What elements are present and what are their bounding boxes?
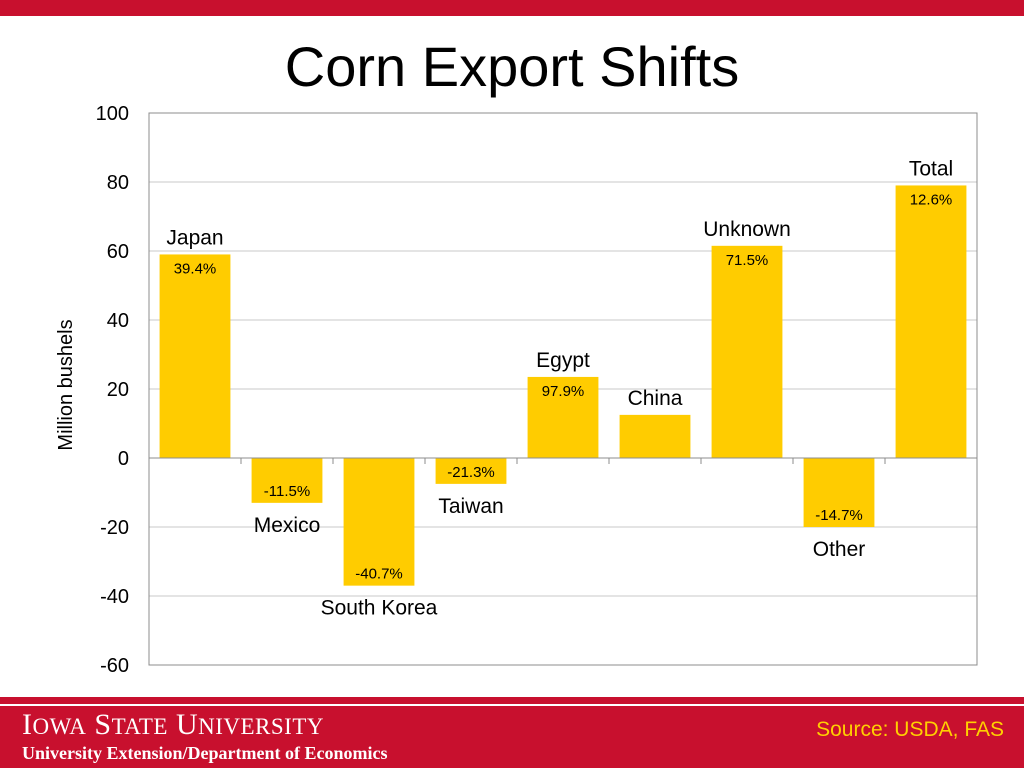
category-label: South Korea xyxy=(321,597,438,620)
footer-rule xyxy=(0,704,1024,706)
percent-label: -40.7% xyxy=(355,566,403,583)
percent-label: 71.5% xyxy=(726,252,769,269)
y-tick-label: 60 xyxy=(107,241,129,263)
source-note: Source: USDA, FAS xyxy=(816,718,1004,741)
percent-label: 39.4% xyxy=(174,260,217,277)
y-tick-label: 0 xyxy=(118,448,129,470)
wordmark-rest: TATE xyxy=(111,714,168,739)
university-wordmark: IOWA STATE UNIVERSITY xyxy=(22,708,324,744)
category-label: Unknown xyxy=(703,218,791,241)
percent-label: -21.3% xyxy=(447,464,495,481)
bar xyxy=(343,458,415,586)
top-accent-bar xyxy=(0,0,1024,16)
y-tick-label: 100 xyxy=(96,103,129,125)
percent-label: -11.5% xyxy=(264,483,310,500)
y-tick-label: 20 xyxy=(107,379,129,401)
department-line: University Extension/Department of Econo… xyxy=(22,743,388,763)
bar xyxy=(527,376,599,458)
bar xyxy=(803,458,875,527)
slide-title: Corn Export Shifts xyxy=(284,35,740,98)
bar-chart: 100 80 60 40 20 0 -20 -40 -60 Million bushels Japa… xyxy=(55,103,978,677)
y-axis-title: Million bushels xyxy=(55,319,77,450)
plot-area-border xyxy=(148,112,978,666)
percent-label: -14.7% xyxy=(815,507,863,524)
wordmark-initial: U xyxy=(175,708,199,741)
category-label: Egypt xyxy=(536,349,590,372)
percent-label: 12.6% xyxy=(910,191,953,208)
bar xyxy=(619,414,691,458)
category-label: China xyxy=(628,387,683,410)
bar xyxy=(159,254,231,458)
footer-bar xyxy=(0,697,1024,768)
percent-label: 97.9% xyxy=(542,383,585,400)
y-tick-label: -20 xyxy=(100,517,129,539)
wordmark-rest: NIVERSITY xyxy=(198,714,325,739)
wordmark-initial: I xyxy=(22,708,33,741)
category-label: Japan xyxy=(166,226,223,249)
y-tick-label: 80 xyxy=(107,172,129,194)
y-tick-label: -40 xyxy=(100,586,129,608)
category-label: Total xyxy=(909,157,953,180)
y-tick-label: -60 xyxy=(100,655,129,677)
bar xyxy=(435,458,507,484)
bar xyxy=(251,458,323,503)
wordmark-rest: OWA xyxy=(32,714,87,739)
category-label: Taiwan xyxy=(438,495,503,518)
category-label: Other xyxy=(813,538,866,561)
wordmark-initial: S xyxy=(94,708,112,741)
bar xyxy=(895,185,967,458)
category-label: Mexico xyxy=(254,514,321,537)
y-tick-label: 40 xyxy=(107,310,129,332)
bar xyxy=(711,245,783,458)
